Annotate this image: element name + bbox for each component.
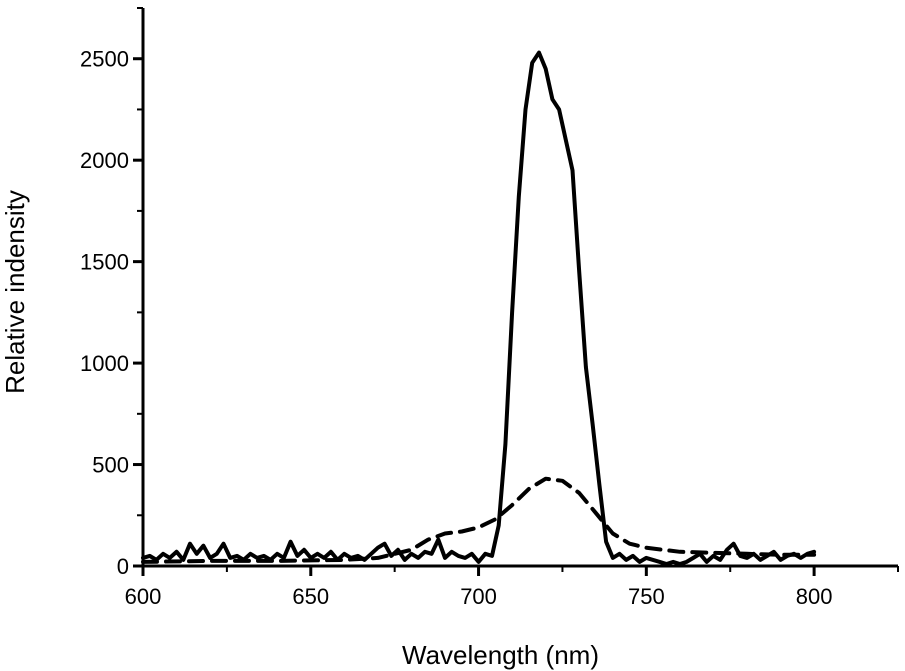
x-ticks: 600 650 700 750 800: [125, 566, 899, 609]
y-ticks: 0 500 1000 1500 2000 2500: [80, 7, 143, 579]
x-tick-label: 800: [796, 584, 833, 609]
y-axis-title: Relative indensity: [0, 190, 30, 394]
y-tick-label: 1000: [80, 351, 129, 376]
y-tick-label: 500: [92, 453, 129, 478]
dashed-series-line: [141, 476, 817, 564]
axes: [141, 8, 898, 568]
y-tick-label: 0: [117, 554, 129, 579]
y-tick-label: 2500: [80, 47, 129, 72]
solid-series-line: [141, 50, 817, 566]
series-layer: [141, 50, 817, 566]
x-tick-label: 750: [628, 584, 665, 609]
x-axis-title: Wavelength (nm): [402, 640, 599, 670]
x-tick-label: 600: [125, 584, 162, 609]
y-tick-label: 1500: [80, 250, 129, 275]
x-tick-label: 700: [460, 584, 497, 609]
y-tick-label: 2000: [80, 148, 129, 173]
x-tick-label: 650: [292, 584, 329, 609]
